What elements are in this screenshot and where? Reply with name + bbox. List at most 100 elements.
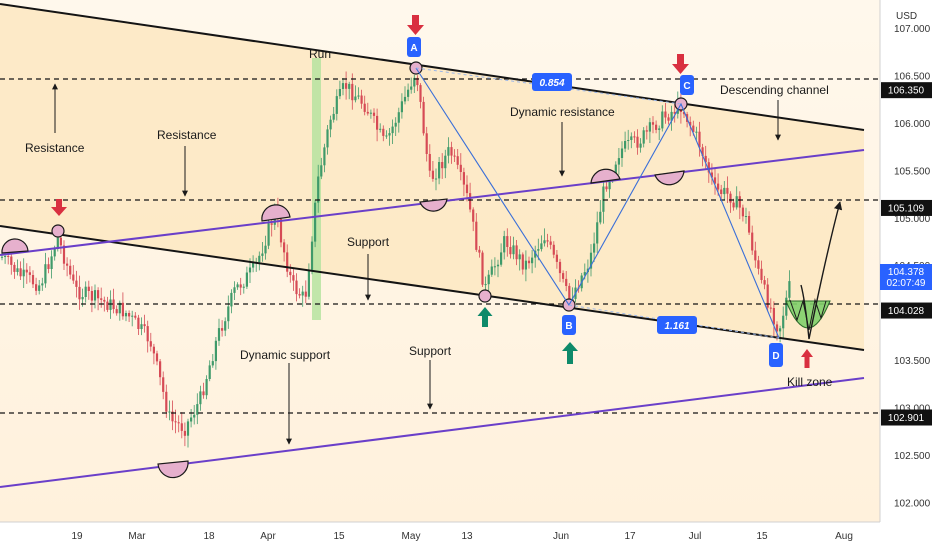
ratio-bd-box[interactable] bbox=[657, 316, 697, 334]
candle-body bbox=[301, 291, 304, 296]
candle-body bbox=[69, 265, 72, 275]
candle-body bbox=[326, 129, 329, 148]
candle-body bbox=[103, 299, 106, 302]
candle-body bbox=[31, 275, 35, 285]
candle-body bbox=[763, 280, 766, 285]
candle-body bbox=[701, 147, 704, 156]
point-c-label: C bbox=[683, 81, 690, 92]
ratio-ac-box[interactable] bbox=[532, 73, 572, 91]
candle-body bbox=[124, 313, 128, 317]
candle-body bbox=[695, 131, 698, 133]
candle-body bbox=[416, 77, 419, 86]
candle-body bbox=[388, 133, 391, 136]
y-tick-label: 102.500 bbox=[894, 451, 931, 462]
candle-body bbox=[524, 260, 527, 270]
candle-body bbox=[224, 321, 227, 331]
current-price-value: 104.378 bbox=[888, 267, 925, 278]
point-d-box[interactable] bbox=[769, 343, 783, 367]
red-up-arrow-icon bbox=[801, 349, 813, 368]
point-c-box[interactable] bbox=[680, 75, 694, 95]
candle-body bbox=[264, 245, 267, 254]
x-tick-label: May bbox=[402, 531, 421, 542]
candle-body bbox=[531, 257, 534, 264]
red-down-arrow-icon bbox=[51, 199, 67, 216]
candle-body bbox=[624, 141, 627, 149]
candle-body bbox=[159, 361, 162, 378]
signal-arrows bbox=[51, 15, 813, 368]
y-tick-label: 105.500 bbox=[894, 166, 931, 177]
candle-body bbox=[93, 290, 97, 301]
candle-body bbox=[658, 128, 661, 130]
candle-body bbox=[115, 309, 118, 314]
price-tag-box[interactable] bbox=[881, 409, 932, 426]
x-tick-label: Mar bbox=[128, 531, 146, 542]
candle-body bbox=[751, 232, 754, 251]
candle-body bbox=[655, 124, 658, 130]
candle-body bbox=[459, 164, 462, 172]
price-tag-box[interactable] bbox=[881, 302, 932, 319]
candle-body bbox=[487, 274, 490, 285]
candle-body bbox=[252, 262, 255, 268]
candle-body bbox=[518, 254, 521, 260]
candle-body bbox=[298, 294, 301, 296]
y-tick-label: 103.500 bbox=[894, 356, 931, 367]
candle-body bbox=[419, 85, 422, 102]
candle-body bbox=[407, 89, 410, 97]
candle-body bbox=[345, 83, 348, 89]
candle-body bbox=[190, 417, 193, 422]
candle-body bbox=[84, 286, 87, 297]
candle-body bbox=[211, 361, 214, 366]
candle-body bbox=[323, 147, 326, 166]
time-axis[interactable]: 19 Mar 18 Apr 15 May 13 Jun 17 Jul 15 Aug bbox=[71, 531, 852, 542]
candle-body bbox=[543, 240, 546, 244]
currency-label: USD bbox=[896, 11, 917, 22]
pattern-point-labels: A B C D bbox=[407, 37, 783, 367]
point-a-label: A bbox=[410, 43, 417, 54]
candle-body bbox=[453, 155, 456, 157]
touch-circle bbox=[478, 289, 492, 303]
price-tag-box[interactable] bbox=[881, 82, 932, 99]
candle-body bbox=[596, 222, 599, 244]
candle-body bbox=[314, 202, 317, 242]
candle-body bbox=[118, 302, 121, 314]
candle-body bbox=[766, 284, 769, 308]
candle-body bbox=[329, 119, 332, 130]
y-tick-label: 103.000 bbox=[894, 404, 931, 415]
candle-body bbox=[174, 421, 177, 423]
point-b-box[interactable] bbox=[562, 315, 576, 335]
candle-body bbox=[196, 404, 199, 415]
candle-body bbox=[599, 211, 602, 223]
candle-body bbox=[639, 143, 642, 148]
x-tick-label: Aug bbox=[835, 531, 853, 542]
candle-body bbox=[310, 241, 314, 270]
candle-body bbox=[186, 421, 190, 436]
candle-body bbox=[692, 125, 695, 132]
candle-body bbox=[242, 286, 245, 288]
candle-body bbox=[441, 162, 444, 169]
candle-body bbox=[617, 158, 620, 165]
candle-body bbox=[515, 245, 518, 260]
candle-body bbox=[400, 101, 403, 113]
point-a-box[interactable] bbox=[407, 37, 421, 57]
candle-body bbox=[72, 274, 75, 281]
candle-body bbox=[682, 112, 686, 115]
candle-body bbox=[782, 315, 785, 329]
candle-body bbox=[369, 112, 372, 114]
current-price-tag[interactable] bbox=[880, 264, 932, 290]
red-down-arrow-icon bbox=[672, 54, 689, 74]
candle-body bbox=[475, 221, 478, 250]
candle-body bbox=[527, 260, 531, 264]
candle-body bbox=[670, 111, 673, 121]
ratio-ac-label: 0.854 bbox=[539, 78, 564, 89]
price-tag-box[interactable] bbox=[881, 199, 932, 216]
candle-body bbox=[552, 244, 555, 255]
candle-body bbox=[698, 131, 701, 148]
candle-body bbox=[667, 117, 670, 121]
candle-body bbox=[286, 252, 289, 272]
half-circle-touch bbox=[261, 204, 291, 222]
candle-body bbox=[602, 186, 605, 212]
candle-body bbox=[25, 269, 28, 273]
half-circle-touches bbox=[1, 168, 685, 479]
candle-body bbox=[44, 264, 47, 284]
